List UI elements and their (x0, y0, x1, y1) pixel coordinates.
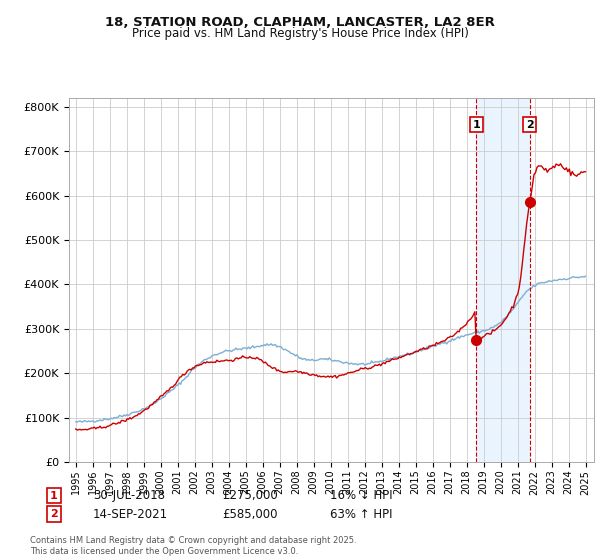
Text: 1: 1 (50, 491, 58, 501)
Text: 30-JUL-2018: 30-JUL-2018 (93, 489, 165, 502)
Text: 16% ↓ HPI: 16% ↓ HPI (330, 489, 392, 502)
Bar (476, 98, 530, 462)
Text: 18, STATION ROAD, CLAPHAM, LANCASTER, LA2 8ER: 18, STATION ROAD, CLAPHAM, LANCASTER, LA… (105, 16, 495, 29)
Text: Contains HM Land Registry data © Crown copyright and database right 2025.
This d: Contains HM Land Registry data © Crown c… (30, 536, 356, 556)
Text: £585,000: £585,000 (222, 507, 277, 521)
Text: 1: 1 (472, 120, 480, 129)
Text: 2: 2 (50, 509, 58, 519)
Text: 14-SEP-2021: 14-SEP-2021 (93, 507, 168, 521)
Text: 63% ↑ HPI: 63% ↑ HPI (330, 507, 392, 521)
Text: 2: 2 (526, 120, 533, 129)
Text: £275,000: £275,000 (222, 489, 278, 502)
Text: Price paid vs. HM Land Registry's House Price Index (HPI): Price paid vs. HM Land Registry's House … (131, 27, 469, 40)
